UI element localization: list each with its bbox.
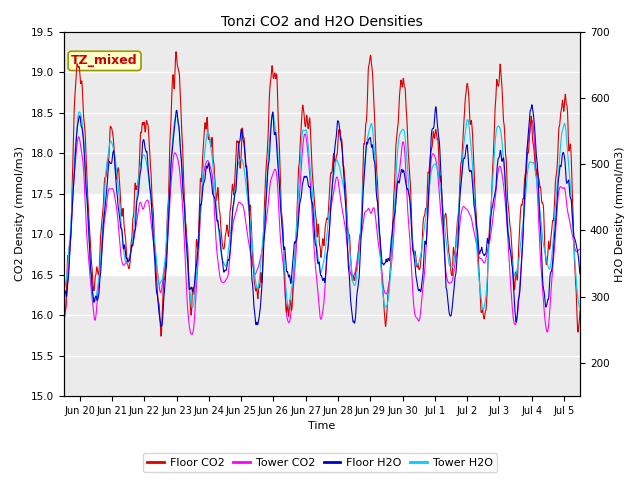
Legend: Floor CO2, Tower CO2, Floor H2O, Tower H2O: Floor CO2, Tower CO2, Floor H2O, Tower H… (143, 453, 497, 472)
Bar (63, 275, 580, 396)
Y-axis label: H2O Density (mmol/m3): H2O Density (mmol/m3) (615, 146, 625, 282)
Y-axis label: CO2 Density (mmol/m3): CO2 Density (mmol/m3) (15, 146, 25, 281)
X-axis label: Time: Time (308, 421, 335, 432)
Title: Tonzi CO2 and H2O Densities: Tonzi CO2 and H2O Densities (221, 15, 422, 29)
Text: TZ_mixed: TZ_mixed (71, 54, 138, 67)
Bar (63, 32, 580, 193)
